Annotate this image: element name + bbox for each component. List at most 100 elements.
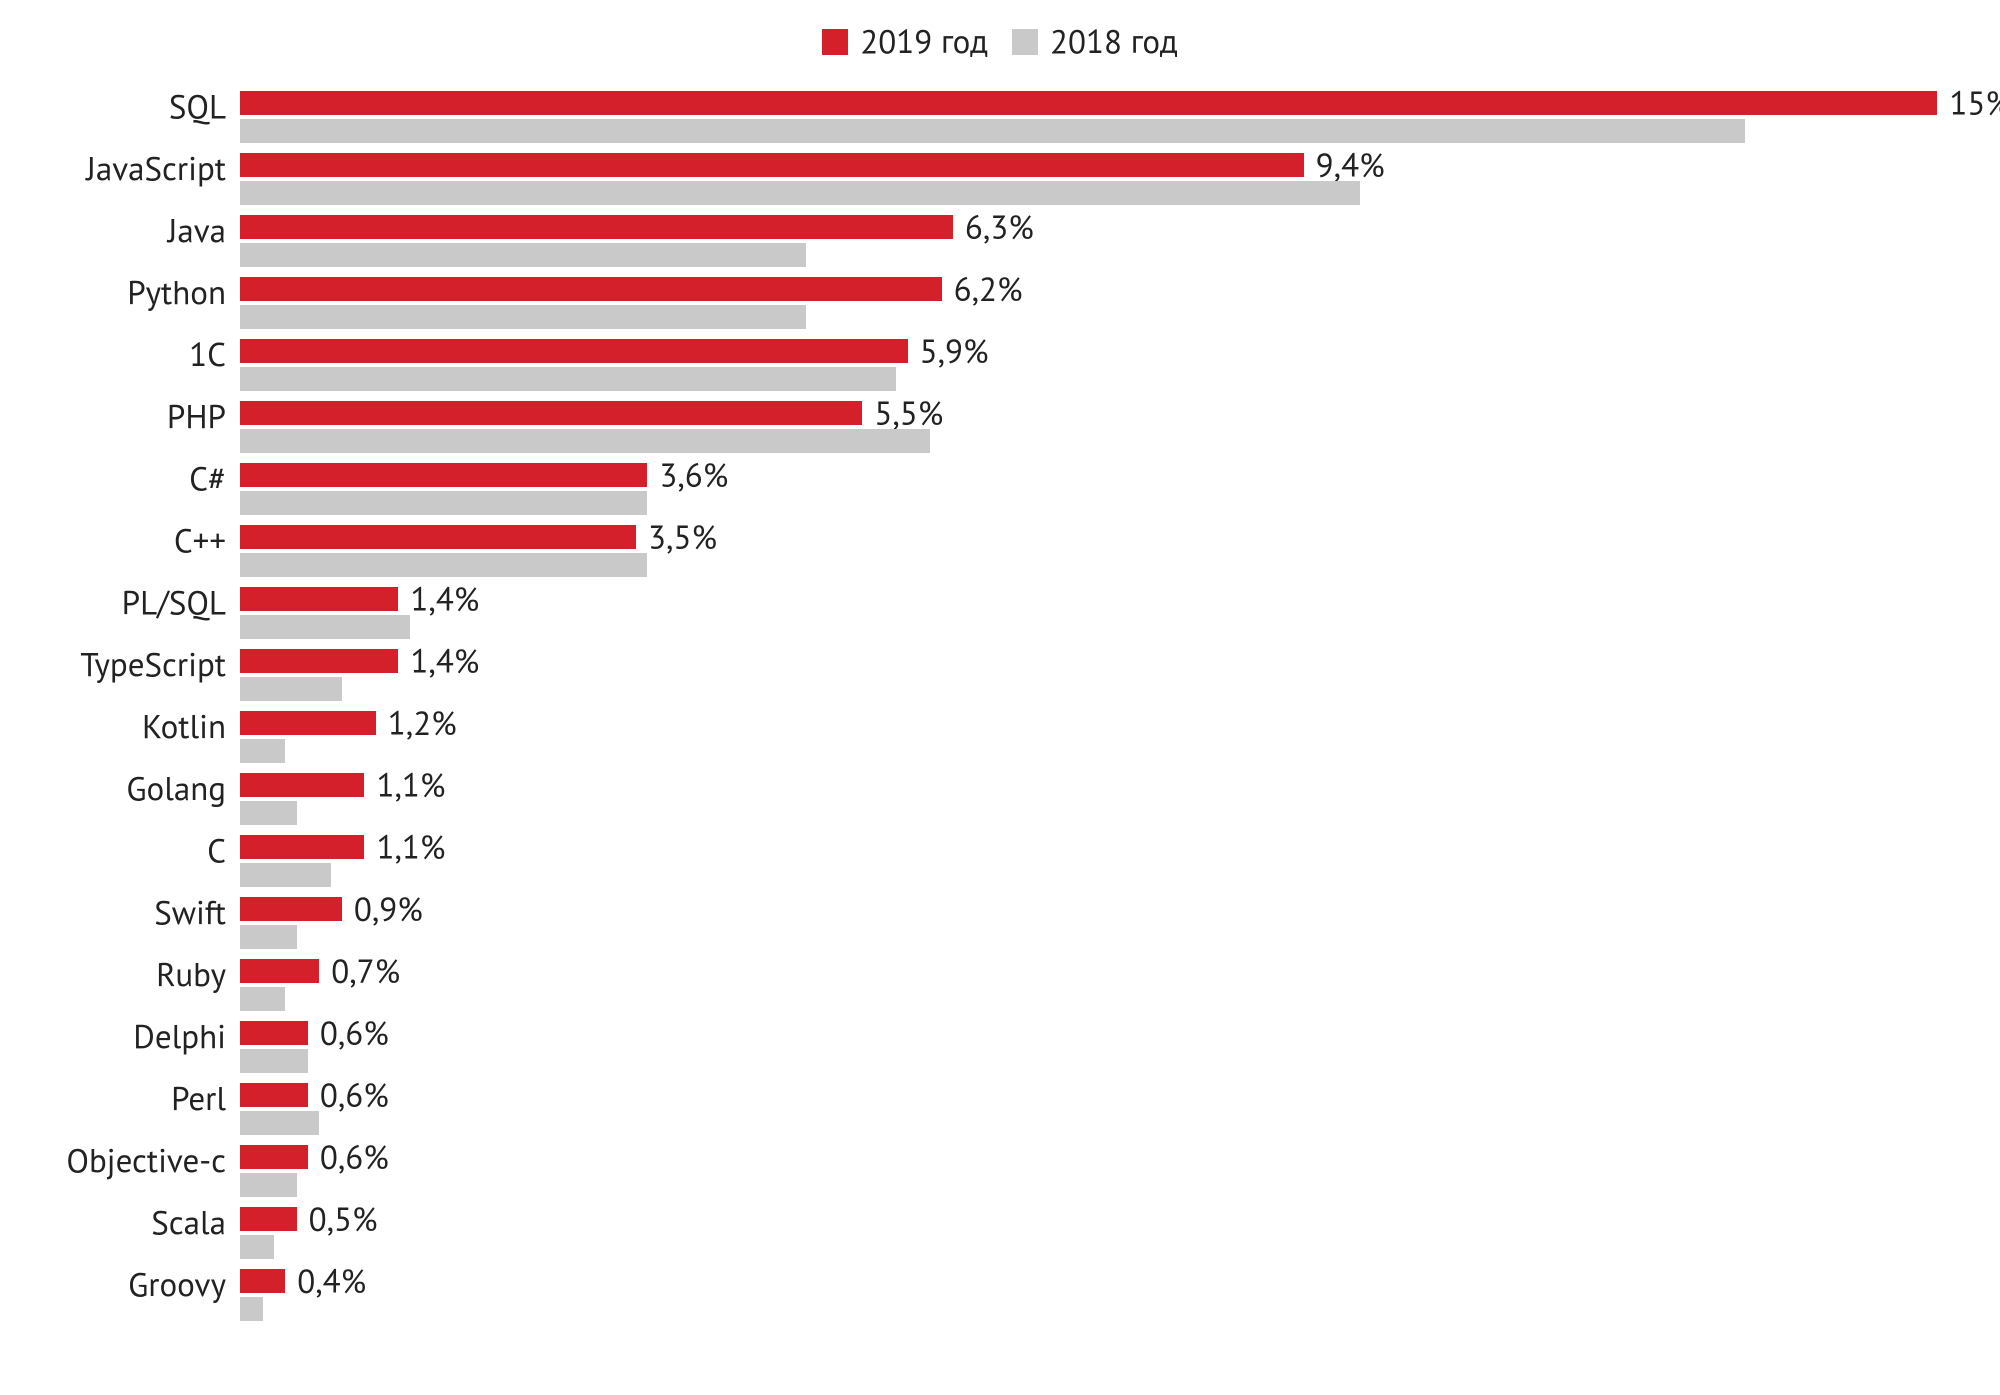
category-label: Groovy xyxy=(40,1269,240,1301)
legend-label-2018: 2018 год xyxy=(1050,20,1178,63)
chart-row: Golang1,1% xyxy=(40,773,1960,835)
bar-group: 5,5% xyxy=(240,401,1960,453)
category-label: Golang xyxy=(40,773,240,805)
chart-row: Python6,2% xyxy=(40,277,1960,339)
category-label: Swift xyxy=(40,897,240,929)
legend-label-2019: 2019 год xyxy=(860,20,988,63)
bar-2018 xyxy=(240,1049,308,1073)
bar-value-label: 1,4% xyxy=(398,583,479,616)
bar-group: 6,2% xyxy=(240,277,1960,329)
bar-2019: 0,5% xyxy=(240,1207,297,1231)
bar-2018 xyxy=(240,987,285,1011)
bar-2018 xyxy=(240,1111,319,1135)
bar-group: 1,2% xyxy=(240,711,1960,763)
bar-value-label: 1,1% xyxy=(364,769,445,802)
bar-value-label: 1,4% xyxy=(398,645,479,678)
bar-2019: 0,6% xyxy=(240,1145,308,1169)
chart-row: C1,1% xyxy=(40,835,1960,897)
bar-2018 xyxy=(240,1173,297,1197)
category-label: Java xyxy=(40,215,240,247)
bar-2019: 6,3% xyxy=(240,215,953,239)
bar-value-label: 6,2% xyxy=(942,273,1023,306)
bar-2018 xyxy=(240,677,342,701)
chart-row: C#3,6% xyxy=(40,463,1960,525)
bar-value-label: 1,2% xyxy=(376,707,457,740)
category-label: Objective-c xyxy=(40,1145,240,1177)
bar-group: 0,6% xyxy=(240,1145,1960,1197)
chart-row: SQL15% xyxy=(40,91,1960,153)
category-label: Perl xyxy=(40,1083,240,1115)
bar-value-label: 0,6% xyxy=(308,1079,389,1112)
bar-value-label: 5,5% xyxy=(862,397,943,430)
bar-group: 0,5% xyxy=(240,1207,1960,1259)
bar-2018 xyxy=(240,1297,263,1321)
bar-value-label: 3,5% xyxy=(636,521,717,554)
bar-group: 0,6% xyxy=(240,1021,1960,1073)
category-label: Ruby xyxy=(40,959,240,991)
bar-2019: 6,2% xyxy=(240,277,942,301)
bar-group: 3,5% xyxy=(240,525,1960,577)
bar-2019: 0,6% xyxy=(240,1021,308,1045)
bar-2019: 0,9% xyxy=(240,897,342,921)
language-popularity-chart: 2019 год 2018 год SQL15%JavaScript9,4%Ja… xyxy=(0,0,2000,1395)
chart-row: Swift0,9% xyxy=(40,897,1960,959)
category-label: C xyxy=(40,835,240,867)
bar-value-label: 15% xyxy=(1937,87,2000,120)
bar-value-label: 0,7% xyxy=(319,955,400,988)
bar-2019: 15% xyxy=(240,91,1937,115)
category-label: Python xyxy=(40,277,240,309)
bar-2019: 0,4% xyxy=(240,1269,285,1293)
bar-group: 1,4% xyxy=(240,649,1960,701)
bar-group: 1,1% xyxy=(240,773,1960,825)
bar-2018 xyxy=(240,243,806,267)
bar-2018 xyxy=(240,615,410,639)
bar-value-label: 0,9% xyxy=(342,893,423,926)
bar-group: 0,6% xyxy=(240,1083,1960,1135)
bar-2019: 1,2% xyxy=(240,711,376,735)
category-label: SQL xyxy=(40,91,240,123)
bar-value-label: 0,5% xyxy=(297,1203,378,1236)
bar-2019: 1,1% xyxy=(240,835,364,859)
bar-2018 xyxy=(240,429,930,453)
category-label: TypeScript xyxy=(40,649,240,681)
legend-swatch-2019 xyxy=(822,29,848,55)
bar-2018 xyxy=(240,739,285,763)
category-label: 1С xyxy=(40,339,240,371)
bar-group: 9,4% xyxy=(240,153,1960,205)
bar-value-label: 6,3% xyxy=(953,211,1034,244)
bar-group: 1,1% xyxy=(240,835,1960,887)
bar-2018 xyxy=(240,491,647,515)
bar-2019: 3,5% xyxy=(240,525,636,549)
category-label: C++ xyxy=(40,525,240,557)
category-label: PL/SQL xyxy=(40,587,240,619)
bar-value-label: 3,6% xyxy=(647,459,728,492)
category-label: Scala xyxy=(40,1207,240,1239)
bar-2018 xyxy=(240,119,1745,143)
chart-row: Kotlin1,2% xyxy=(40,711,1960,773)
bar-group: 6,3% xyxy=(240,215,1960,267)
bar-2019: 5,9% xyxy=(240,339,908,363)
legend-swatch-2018 xyxy=(1012,29,1038,55)
bar-group: 0,7% xyxy=(240,959,1960,1011)
bar-2019: 1,1% xyxy=(240,773,364,797)
bar-group: 5,9% xyxy=(240,339,1960,391)
category-label: C# xyxy=(40,463,240,495)
category-label: JavaScript xyxy=(40,153,240,185)
bar-2019: 1,4% xyxy=(240,649,398,673)
bar-2019: 0,7% xyxy=(240,959,319,983)
bar-value-label: 5,9% xyxy=(908,335,989,368)
bar-2018 xyxy=(240,367,896,391)
bar-value-label: 0,6% xyxy=(308,1141,389,1174)
chart-row: 1С5,9% xyxy=(40,339,1960,401)
bar-2018 xyxy=(240,553,647,577)
bar-2018 xyxy=(240,925,297,949)
bar-value-label: 0,6% xyxy=(308,1017,389,1050)
bar-2019: 5,5% xyxy=(240,401,862,425)
legend-item-2018: 2018 год xyxy=(1012,20,1178,63)
bar-2018 xyxy=(240,801,297,825)
bar-2019: 3,6% xyxy=(240,463,647,487)
bar-value-label: 9,4% xyxy=(1304,149,1385,182)
bar-2019: 1,4% xyxy=(240,587,398,611)
chart-rows: SQL15%JavaScript9,4%Java6,3%Python6,2%1С… xyxy=(40,91,1960,1331)
chart-row: C++3,5% xyxy=(40,525,1960,587)
